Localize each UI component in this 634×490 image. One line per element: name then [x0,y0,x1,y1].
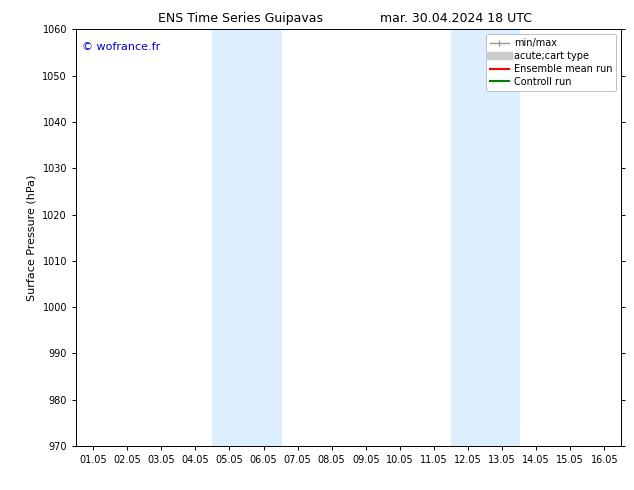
Text: ENS Time Series Guipavas: ENS Time Series Guipavas [158,12,323,25]
Legend: min/max, acute;cart type, Ensemble mean run, Controll run: min/max, acute;cart type, Ensemble mean … [486,34,616,91]
Bar [212,29,280,446]
Text: © wofrance.fr: © wofrance.fr [82,42,160,52]
Text: mar. 30.04.2024 18 UTC: mar. 30.04.2024 18 UTC [380,12,533,25]
Bar [451,29,519,446]
Y-axis label: Surface Pressure (hPa): Surface Pressure (hPa) [27,174,37,301]
